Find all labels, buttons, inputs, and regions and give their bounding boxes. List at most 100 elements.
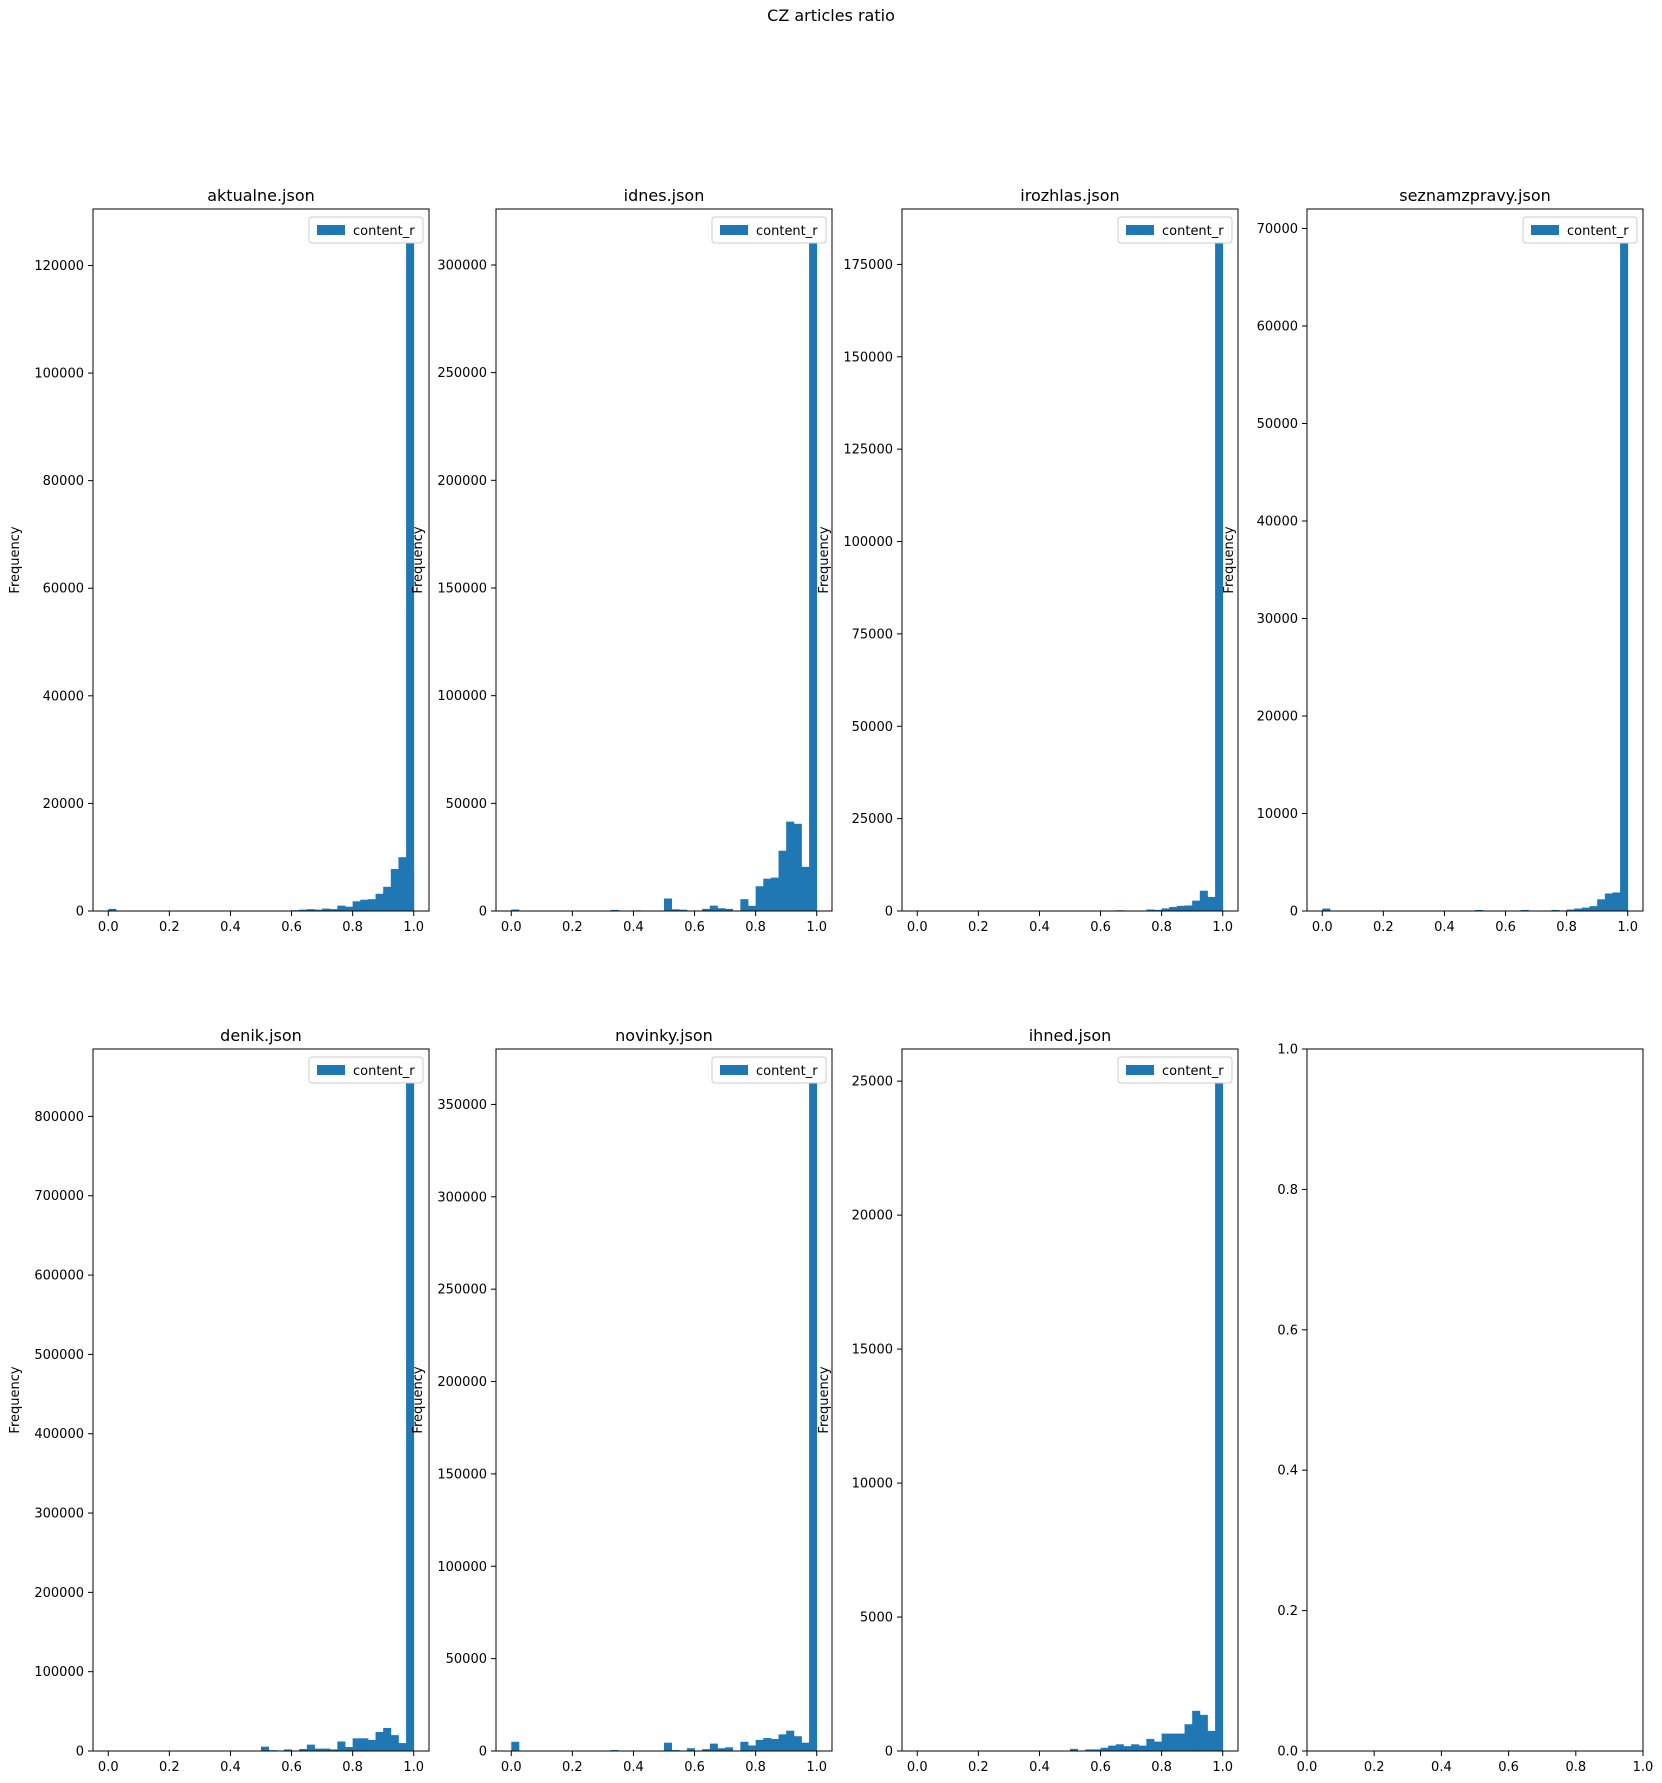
histogram-bar <box>1176 1733 1185 1751</box>
y-axis-label: Frequency <box>8 526 23 593</box>
y-tick-label: 0 <box>76 1745 84 1760</box>
y-tick-label: 70000 <box>1257 222 1298 237</box>
y-tick-label: 50000 <box>446 797 487 812</box>
y-tick-label: 600000 <box>34 1269 84 1284</box>
legend-label: content_r <box>756 1064 818 1079</box>
x-tick-label: 0.4 <box>220 1760 241 1775</box>
y-tick-label: 0 <box>1290 905 1298 920</box>
y-tick-label: 0.2 <box>1277 1604 1298 1619</box>
axes-frame <box>1306 1048 1644 1752</box>
x-tick-label: 0.8 <box>745 920 766 935</box>
y-tick-label: 50000 <box>852 720 893 735</box>
histogram-bar <box>406 238 415 912</box>
legend-swatch <box>1126 1065 1154 1075</box>
histogram-bar <box>329 909 338 911</box>
y-tick-label: 100000 <box>34 1665 84 1680</box>
x-tick-label: 0.6 <box>1090 1760 1111 1775</box>
histogram-bar <box>709 905 718 911</box>
y-tick-label: 40000 <box>1257 515 1298 530</box>
histogram-bar <box>740 899 749 911</box>
y-tick-label: 120000 <box>34 259 84 274</box>
histogram-bar <box>793 1736 802 1751</box>
x-tick-label: 0.8 <box>1151 1760 1172 1775</box>
legend-swatch <box>720 225 748 235</box>
histogram-bar <box>1115 1744 1124 1751</box>
panel-1: 0.0 0.2 0.4 0.6 0.8 1.0 0 20000 40000 60000 80000 1… <box>8 186 430 935</box>
y-tick-label: 0 <box>885 1745 893 1760</box>
histogram-bar <box>1138 1745 1147 1751</box>
x-tick-label: 0.4 <box>1029 920 1050 935</box>
y-tick-label: 100000 <box>843 535 893 550</box>
histogram-bar <box>352 1738 361 1751</box>
legend: content_r <box>1117 1056 1233 1084</box>
histogram-bar <box>1597 899 1606 911</box>
y-tick-label: 0.0 <box>1277 1745 1298 1760</box>
y-tick-label: 150000 <box>437 581 487 596</box>
x-tick-label: 0.8 <box>1556 920 1577 935</box>
histogram-bar <box>755 1739 764 1751</box>
histogram-bar <box>610 909 619 911</box>
x-tick-label: 0.4 <box>1434 920 1455 935</box>
x-tick-label: 0.8 <box>342 1760 363 1775</box>
histogram-bar <box>1574 908 1583 911</box>
histogram-bar <box>1131 1744 1140 1751</box>
histogram-bar <box>367 899 376 911</box>
x-tick-label: 0.2 <box>1364 1760 1385 1775</box>
axes-frame <box>495 208 833 912</box>
histogram-bar <box>1100 1747 1109 1751</box>
histogram-bar <box>345 1747 354 1751</box>
x-tick-label: 1.0 <box>1212 920 1233 935</box>
legend: content_r <box>1522 216 1638 244</box>
y-tick-label: 0 <box>479 1745 487 1760</box>
histogram-bar <box>1169 1733 1178 1751</box>
histogram-bar <box>1146 1738 1155 1751</box>
axes-frame <box>1306 208 1644 912</box>
y-tick-label: 60000 <box>1257 320 1298 335</box>
y-tick-label: 100000 <box>437 689 487 704</box>
x-tick-label: 1.0 <box>806 920 827 935</box>
histogram-bar <box>383 1728 392 1751</box>
x-tick-label: 0.6 <box>684 1760 705 1775</box>
legend-label: content_r <box>756 224 818 239</box>
x-tick-label: 0.6 <box>281 920 302 935</box>
x-tick-label: 0.2 <box>159 1760 180 1775</box>
histogram-bar <box>511 1741 520 1751</box>
y-tick-label: 20000 <box>852 1209 893 1224</box>
y-tick-label: 0 <box>885 905 893 920</box>
histogram-bar <box>770 1738 779 1751</box>
histogram-bar <box>1184 905 1193 911</box>
histogram-bar <box>108 908 117 911</box>
histogram-bar <box>314 909 323 911</box>
legend-swatch <box>317 225 345 235</box>
histogram-bar <box>1092 1749 1101 1751</box>
axes-frame <box>92 1048 430 1752</box>
x-tick-label: 0.8 <box>745 1760 766 1775</box>
y-tick-label: 20000 <box>43 797 84 812</box>
y-tick-label: 250000 <box>437 366 487 381</box>
y-tick-label: 100000 <box>437 1560 487 1575</box>
y-tick-label: 200000 <box>437 1375 487 1390</box>
x-tick-label: 0.4 <box>220 920 241 935</box>
histogram-bar <box>717 1748 726 1751</box>
histogram-bar <box>1322 908 1331 911</box>
x-tick-label: 0.2 <box>1373 920 1394 935</box>
legend-box <box>711 1056 827 1084</box>
x-tick-label: 0.8 <box>1151 920 1172 935</box>
legend-box <box>1117 1056 1233 1084</box>
histogram-bar <box>702 1749 711 1751</box>
y-tick-label: 40000 <box>43 689 84 704</box>
x-tick-label: 0.0 <box>98 920 119 935</box>
y-axis-label: Frequency <box>8 1366 23 1433</box>
histogram-bar <box>679 909 688 911</box>
histogram-bar <box>763 1738 772 1751</box>
histogram-bar <box>1154 909 1163 911</box>
histogram-bar <box>1199 1714 1208 1751</box>
x-tick-label: 0.0 <box>98 1760 119 1775</box>
histogram-bar <box>1566 909 1575 911</box>
histogram-bar <box>786 821 795 911</box>
legend-box <box>1117 216 1233 244</box>
legend-label: content_r <box>1567 224 1629 239</box>
histogram-bar <box>322 908 331 911</box>
histogram-bar <box>748 1745 757 1751</box>
histogram-bar <box>1184 1724 1193 1751</box>
